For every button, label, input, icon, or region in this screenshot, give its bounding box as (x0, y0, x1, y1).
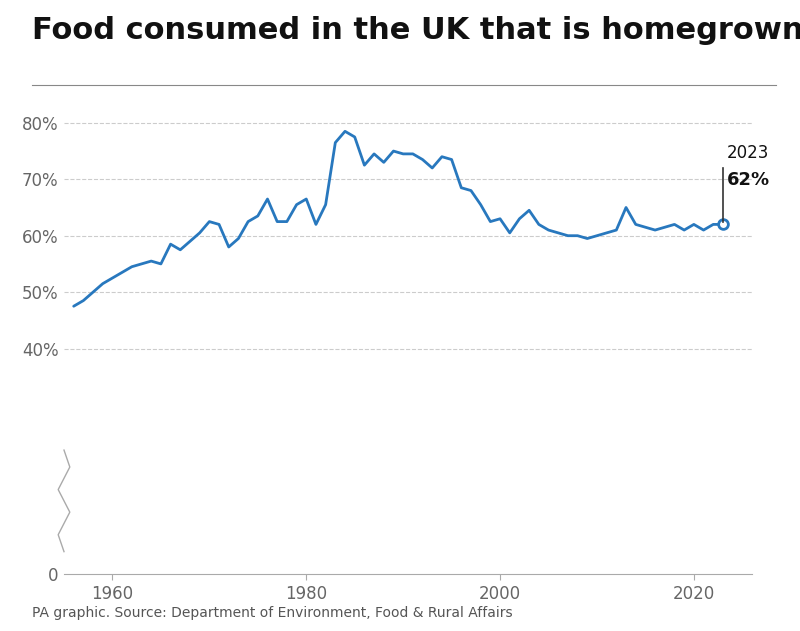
Text: Food consumed in the UK that is homegrown: Food consumed in the UK that is homegrow… (32, 16, 800, 45)
Text: PA graphic. Source: Department of Environment, Food & Rural Affairs: PA graphic. Source: Department of Enviro… (32, 606, 513, 620)
Text: 2023: 2023 (727, 144, 769, 162)
Text: 62%: 62% (727, 171, 770, 189)
